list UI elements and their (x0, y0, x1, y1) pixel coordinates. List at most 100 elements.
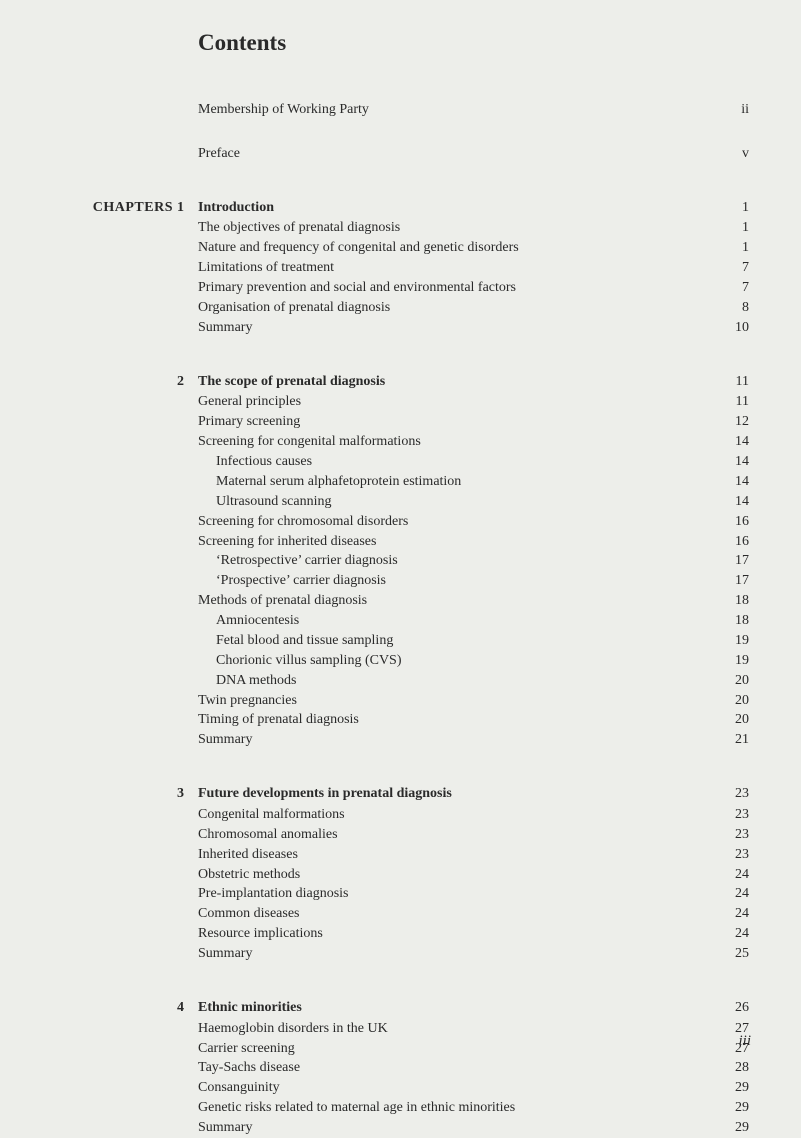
toc-entry-page: 10 (711, 318, 751, 338)
toc-row: Haemoglobin disorders in the UK27 (50, 1019, 751, 1039)
toc-entry-page: 24 (711, 904, 751, 924)
toc-entry-page: 19 (711, 651, 751, 671)
toc-entry-label: The objectives of prenatal diagnosis (198, 218, 711, 238)
toc-entry-label: Methods of prenatal diagnosis (198, 591, 711, 611)
chapter-number: 2 (177, 374, 184, 389)
left-col: CHAPTERS 1 (50, 196, 198, 219)
contents-page: Contents Membership of Working Party ii … (0, 0, 801, 1096)
toc-row: Membership of Working Party ii (50, 100, 751, 120)
toc-entry-page: 14 (711, 432, 751, 452)
toc-entry-page: 1 (711, 238, 751, 258)
chapter-heading-row: 4 Ethnic minorities 26 (50, 996, 751, 1019)
toc-row: General principles11 (50, 392, 751, 412)
toc-entry-label: Primary screening (198, 412, 711, 432)
chapter-title: Introduction (198, 198, 711, 218)
chapters-label: CHAPTERS (93, 200, 173, 215)
chapter-heading-row: CHAPTERS 1 Introduction 1 (50, 196, 751, 219)
toc-row: Infectious causes14 (50, 452, 751, 472)
chapter-title: Future developments in prenatal diagnosi… (198, 784, 711, 804)
toc-entry-label: ‘Prospective’ carrier diagnosis (198, 571, 711, 591)
toc-entry-label: Summary (198, 1118, 711, 1138)
toc-row: Methods of prenatal diagnosis18 (50, 591, 751, 611)
toc-entry-label: Ultrasound scanning (198, 492, 711, 512)
toc-row: Limitations of treatment7 (50, 258, 751, 278)
toc-row: Summary21 (50, 730, 751, 750)
spacer (50, 750, 751, 782)
toc-entry-label: DNA methods (198, 671, 711, 691)
toc-entry-page: 20 (711, 691, 751, 711)
toc-entry-label: General principles (198, 392, 711, 412)
toc-entry-label: Consanguinity (198, 1078, 711, 1098)
toc-entry-label: Summary (198, 944, 711, 964)
toc-row: Screening for congenital malformations14 (50, 432, 751, 452)
toc-entry-label: Twin pregnancies (198, 691, 711, 711)
contents-title: Contents (198, 30, 751, 56)
toc-row: The objectives of prenatal diagnosis1 (50, 218, 751, 238)
toc-entry-page: 17 (711, 571, 751, 591)
spacer (50, 120, 751, 144)
toc-row: Primary screening12 (50, 412, 751, 432)
toc-entry-page: 7 (711, 278, 751, 298)
toc-entry-label: Amniocentesis (198, 611, 711, 631)
toc-entry-page: v (711, 144, 751, 164)
toc-entry-label: Resource implications (198, 924, 711, 944)
toc-entry-page: 20 (711, 671, 751, 691)
toc-row: Summary29 (50, 1118, 751, 1138)
toc-row: Carrier screening27 (50, 1039, 751, 1059)
chapter-page: 1 (711, 198, 751, 218)
toc-entry-page: 23 (711, 845, 751, 865)
chapter-page: 26 (711, 998, 751, 1018)
toc-entry-label: Limitations of treatment (198, 258, 711, 278)
toc-row: ‘Prospective’ carrier diagnosis17 (50, 571, 751, 591)
toc-row: Timing of prenatal diagnosis20 (50, 710, 751, 730)
toc-entry-label: Nature and frequency of congenital and g… (198, 238, 711, 258)
toc-row: Summary25 (50, 944, 751, 964)
toc-entry-page: 18 (711, 611, 751, 631)
toc-entry-label: Chorionic villus sampling (CVS) (198, 651, 711, 671)
toc-row: ‘Retrospective’ carrier diagnosis17 (50, 551, 751, 571)
toc-entry-page: 8 (711, 298, 751, 318)
toc-entry-page: 29 (711, 1118, 751, 1138)
toc-entry-label: Haemoglobin disorders in the UK (198, 1019, 711, 1039)
toc-entry-label: Primary prevention and social and enviro… (198, 278, 711, 298)
toc-entry-label: Obstetric methods (198, 865, 711, 885)
spacer (50, 338, 751, 370)
chapter-heading-row: 2 The scope of prenatal diagnosis 11 (50, 370, 751, 393)
toc-entry-label: Congenital malformations (198, 805, 711, 825)
toc-entry-page: 17 (711, 551, 751, 571)
toc-row: Ultrasound scanning14 (50, 492, 751, 512)
toc-entry-label: Screening for inherited diseases (198, 532, 711, 552)
toc-entry-page: 14 (711, 472, 751, 492)
toc-entry-label: Preface (198, 144, 711, 164)
left-col: 3 (50, 782, 198, 805)
toc-entry-page: 1 (711, 218, 751, 238)
toc-entry-page: 28 (711, 1058, 751, 1078)
toc-entry-page: 21 (711, 730, 751, 750)
toc-row: Amniocentesis18 (50, 611, 751, 631)
toc-row: Tay-Sachs disease28 (50, 1058, 751, 1078)
toc-entry-label: Common diseases (198, 904, 711, 924)
toc-entry-page: 19 (711, 631, 751, 651)
toc-entry-page: 23 (711, 825, 751, 845)
toc-entry-page: 11 (711, 392, 751, 412)
toc-row: Resource implications24 (50, 924, 751, 944)
toc-entry-page: 24 (711, 865, 751, 885)
toc-row: Congenital malformations23 (50, 805, 751, 825)
toc-entry-page: 16 (711, 512, 751, 532)
toc-entry-page: 25 (711, 944, 751, 964)
toc-entry-label: Fetal blood and tissue sampling (198, 631, 711, 651)
toc-row: Twin pregnancies20 (50, 691, 751, 711)
toc-entry-label: Pre-implantation diagnosis (198, 884, 711, 904)
toc-entry-page: 16 (711, 532, 751, 552)
toc-row: Summary10 (50, 318, 751, 338)
toc-row: Common diseases24 (50, 904, 751, 924)
chapter-title: The scope of prenatal diagnosis (198, 372, 711, 392)
toc-entry-page: 14 (711, 452, 751, 472)
toc-entry-label: Screening for chromosomal disorders (198, 512, 711, 532)
toc-entry-label: Genetic risks related to maternal age in… (198, 1098, 711, 1118)
toc-entry-page: 18 (711, 591, 751, 611)
toc-entry-label: Timing of prenatal diagnosis (198, 710, 711, 730)
toc-entry-label: Membership of Working Party (198, 100, 711, 120)
toc-entry-label: Chromosomal anomalies (198, 825, 711, 845)
toc-row: Chorionic villus sampling (CVS)19 (50, 651, 751, 671)
